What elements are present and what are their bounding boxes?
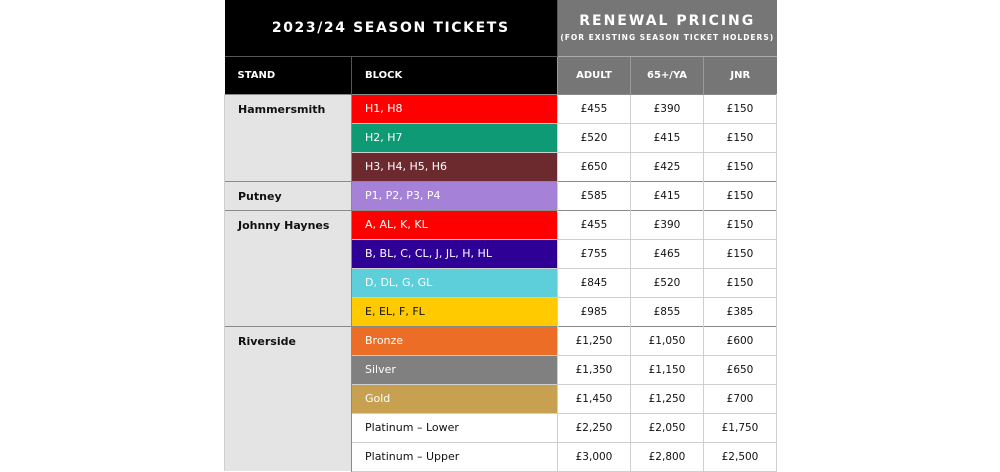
junior-price: £600 — [702, 325, 778, 355]
block-label: A, AL, K, KL — [351, 209, 558, 239]
column-header-row: STAND BLOCK ADULT 65+/YA JNR — [224, 55, 777, 94]
adult-price: £3,000 — [557, 441, 631, 472]
block-label: E, EL, F, FL — [351, 296, 558, 326]
senior-ya-price: £2,050 — [630, 412, 704, 442]
block-label: D, DL, G, GL — [351, 267, 558, 297]
adult-price: £455 — [557, 209, 631, 239]
junior-price: £150 — [702, 122, 778, 152]
column-header-junior: JNR — [702, 55, 777, 94]
table-row: Putney P1, P2, P3, P4 £585 £415 £150 — [224, 180, 778, 210]
renewal-title: RENEWAL PRICING — [579, 13, 756, 30]
block-label: Silver — [351, 354, 558, 384]
junior-price: £150 — [702, 93, 778, 123]
column-header-adult: ADULT — [557, 55, 631, 94]
block-label: B, BL, C, CL, J, JL, H, HL — [351, 238, 558, 268]
column-header-block: BLOCK — [351, 55, 558, 94]
adult-price: £845 — [557, 267, 631, 297]
senior-ya-price: £415 — [630, 122, 704, 152]
table-row: Riverside Bronze £1,250 £1,050 £600 — [224, 325, 778, 471]
block-label: Gold — [351, 383, 558, 413]
season-ticket-pricing-sheet: 2023/24 SEASON TICKETS RENEWAL PRICING (… — [224, 0, 778, 472]
column-header-senior: 65+/YA — [630, 55, 704, 94]
junior-price: £150 — [702, 209, 778, 239]
stand-name: Putney — [224, 180, 352, 210]
senior-ya-price: £2,800 — [630, 441, 704, 472]
block-label: H2, H7 — [351, 122, 558, 152]
adult-price: £755 — [557, 238, 631, 268]
block-label: H1, H8 — [351, 93, 558, 123]
renewal-pricing-header: RENEWAL PRICING (FOR EXISTING SEASON TIC… — [557, 0, 777, 56]
table-row: Johnny Haynes A, AL, K, KL £455 £390 £150 — [224, 209, 778, 326]
senior-ya-price: £390 — [630, 93, 704, 123]
adult-price: £455 — [557, 93, 631, 123]
column-header-stand: STAND — [224, 55, 352, 94]
block-label: P1, P2, P3, P4 — [351, 180, 558, 210]
senior-ya-price: £1,050 — [630, 325, 704, 355]
junior-price: £150 — [702, 267, 778, 297]
stand-name: Riverside — [224, 325, 352, 471]
block-label: H3, H4, H5, H6 — [351, 151, 558, 181]
table-row: B, BL, C, CL, J, JL, H, HL £755 £465 £150 — [225, 238, 778, 268]
adult-price: £1,350 — [557, 354, 631, 384]
junior-price: £650 — [702, 354, 778, 384]
senior-ya-price: £465 — [630, 238, 704, 268]
adult-price: £650 — [557, 151, 631, 181]
adult-price: £2,250 — [557, 412, 631, 442]
title-row: 2023/24 SEASON TICKETS RENEWAL PRICING (… — [224, 0, 777, 56]
pricing-rows: Hammersmith H1, H8 £455 £390 £150 H2, H7 £520 £… — [224, 93, 778, 472]
junior-price: £150 — [702, 151, 778, 181]
senior-ya-price: £1,150 — [630, 354, 704, 384]
table-row: Hammersmith H1, H8 £455 £390 £150 — [224, 93, 778, 181]
pricing-table: 2023/24 SEASON TICKETS RENEWAL PRICING (… — [224, 0, 778, 472]
junior-price: £2,500 — [702, 441, 778, 472]
senior-ya-price: £390 — [630, 209, 704, 239]
adult-price: £1,250 — [557, 325, 631, 355]
senior-ya-price: £520 — [630, 267, 704, 297]
block-label: Platinum – Upper — [351, 441, 558, 472]
junior-price: £700 — [702, 383, 778, 413]
senior-ya-price: £415 — [630, 180, 704, 210]
junior-price: £385 — [702, 296, 778, 326]
senior-ya-price: £855 — [630, 296, 704, 326]
season-title: 2023/24 SEASON TICKETS — [224, 0, 558, 56]
adult-price: £520 — [557, 122, 631, 152]
senior-ya-price: £425 — [630, 151, 704, 181]
junior-price: £150 — [702, 238, 778, 268]
block-label: Platinum – Lower — [351, 412, 558, 442]
table-row: H2, H7 £520 £415 £150 — [225, 122, 778, 152]
stand-name: Johnny Haynes — [224, 209, 352, 326]
renewal-subtitle: (FOR EXISTING SEASON TICKET HOLDERS) — [560, 33, 775, 43]
adult-price: £1,450 — [557, 383, 631, 413]
table-row: Platinum – Upper £3,000 £2,800 £2,500 — [225, 441, 778, 472]
table-row: Gold £1,450 £1,250 £700 — [225, 383, 778, 413]
table-row: Platinum – Lower £2,250 £2,050 £1,750 — [225, 412, 778, 442]
table-row: D, DL, G, GL £845 £520 £150 — [225, 267, 778, 297]
table-row: H3, H4, H5, H6 £650 £425 £150 — [225, 151, 778, 181]
table-row: E, EL, F, FL £985 £855 £385 — [225, 296, 778, 326]
stand-name: Hammersmith — [224, 93, 352, 181]
junior-price: £150 — [702, 180, 778, 210]
adult-price: £585 — [557, 180, 631, 210]
block-label: Bronze — [351, 325, 558, 355]
adult-price: £985 — [557, 296, 631, 326]
junior-price: £1,750 — [702, 412, 778, 442]
senior-ya-price: £1,250 — [630, 383, 704, 413]
table-row: Silver £1,350 £1,150 £650 — [225, 354, 778, 384]
